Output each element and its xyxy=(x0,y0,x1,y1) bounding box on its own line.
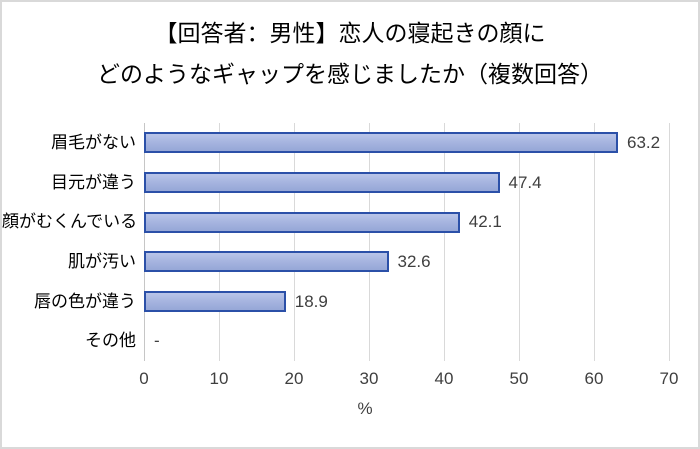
bar xyxy=(144,132,618,154)
gridline xyxy=(219,123,220,361)
gridline xyxy=(294,123,295,361)
value-label: 32.6 xyxy=(397,251,431,271)
chart-title-line2: どのようなギャップを感じましたか（複数回答） xyxy=(97,61,603,87)
x-tick-label: 10 xyxy=(209,369,229,388)
gridline xyxy=(519,123,520,361)
category-axis-line xyxy=(144,123,145,361)
bar xyxy=(144,172,500,193)
x-tick-label: 30 xyxy=(359,369,379,388)
chart-title: 【回答者：男性】恋人の寝起きの顔に どのようなギャップを感じましたか（複数回答） xyxy=(2,13,698,95)
bar xyxy=(144,211,460,233)
value-label: 47.4 xyxy=(508,172,542,192)
x-axis-title: % xyxy=(357,399,373,418)
value-label: 63.2 xyxy=(627,132,661,152)
value-label: 42.1 xyxy=(468,212,502,232)
x-tick-label: 60 xyxy=(584,369,604,388)
gridline xyxy=(369,123,370,361)
x-tick-label: 70 xyxy=(659,369,679,388)
category-label: 眉毛がない xyxy=(51,132,136,152)
value-label: - xyxy=(154,331,160,351)
gridline xyxy=(594,123,595,361)
gridline xyxy=(669,123,670,361)
category-label: その他 xyxy=(85,331,136,351)
category-label: 顔がむくんでいる xyxy=(2,212,138,232)
x-tick-label: 0 xyxy=(139,369,149,388)
x-tick-label: 40 xyxy=(434,369,454,388)
category-label: 唇の色が違う xyxy=(34,291,136,311)
bar xyxy=(144,251,389,273)
x-tick-label: 20 xyxy=(284,369,304,388)
bar xyxy=(144,291,286,312)
value-label: 18.9 xyxy=(294,291,328,311)
category-label: 肌が汚い xyxy=(68,251,136,271)
gridline xyxy=(444,123,445,361)
x-tick-label: 50 xyxy=(509,369,529,388)
chart-title-line1: 【回答者：男性】恋人の寝起きの顔に xyxy=(154,20,546,46)
category-label: 目元が違う xyxy=(51,172,136,192)
